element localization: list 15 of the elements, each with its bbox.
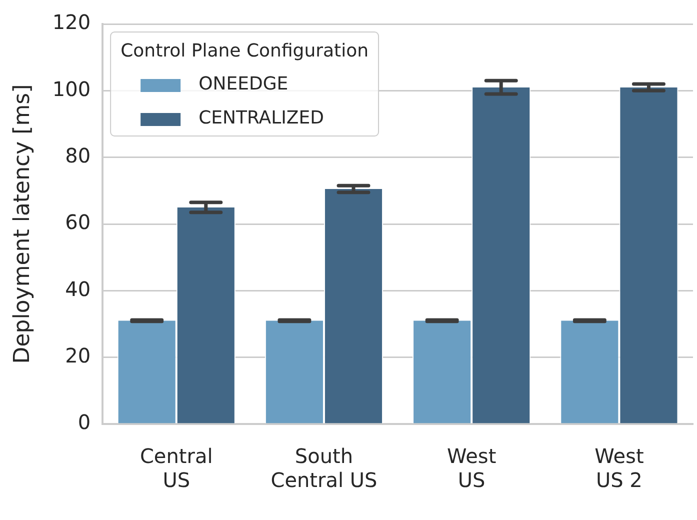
legend-title: Control Plane Configuration	[120, 40, 369, 62]
y-tick-label: 40	[65, 276, 91, 301]
y-tick-label: 100	[52, 76, 91, 101]
x-tick-label: West US 2	[594, 444, 644, 492]
y-tick-label: 20	[65, 344, 91, 368]
y-tick-label: 80	[65, 144, 91, 168]
y-tick-label: 60	[65, 210, 91, 234]
legend-label: ONEEDGE	[198, 74, 288, 95]
y-tick-label: 120	[52, 10, 91, 34]
x-tick-label: West US	[447, 444, 496, 492]
legend-label: CENTRALIZED	[198, 108, 324, 129]
y-axis-title: Deployment latency [ms]	[10, 84, 35, 364]
x-tick-label: South Central US	[270, 444, 378, 492]
x-tick-label: Central US	[140, 444, 213, 492]
y-tick-label: 0	[78, 410, 91, 434]
